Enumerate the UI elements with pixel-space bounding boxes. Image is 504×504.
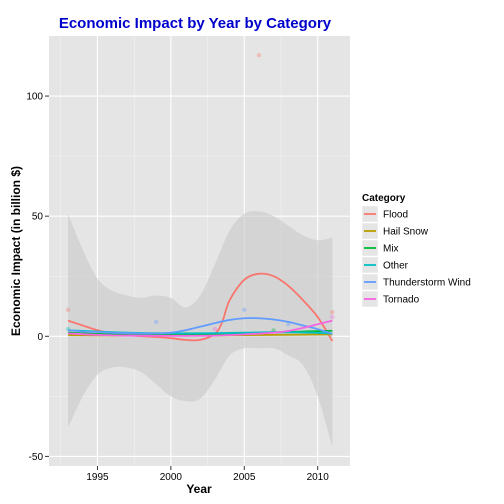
data-point bbox=[242, 307, 247, 313]
legend-title: Category bbox=[362, 193, 406, 204]
series-lines bbox=[67, 272, 334, 342]
legend-item-label: Flood bbox=[383, 210, 408, 221]
x-tick-label: 2005 bbox=[233, 472, 256, 483]
legend-item-label: Hail Snow bbox=[383, 227, 429, 238]
y-axis-title: Economic Impact (in billion $) bbox=[9, 166, 23, 336]
y-tick-label: 100 bbox=[26, 92, 43, 103]
x-axis-title: Year bbox=[186, 482, 212, 496]
x-tick-label: 1995 bbox=[86, 472, 109, 483]
data-point bbox=[330, 314, 335, 320]
data-point bbox=[212, 326, 218, 332]
data-point bbox=[153, 319, 159, 325]
y-tick-label: 50 bbox=[32, 212, 44, 223]
data-point bbox=[65, 307, 71, 313]
legend-item-label: Other bbox=[383, 261, 409, 272]
data-point bbox=[256, 53, 262, 58]
data-point bbox=[286, 322, 291, 327]
legend: Category Flood Hail Snow Mix Other Thunderst… bbox=[361, 193, 471, 308]
x-tick-label: 2000 bbox=[160, 472, 183, 483]
data-point bbox=[330, 310, 335, 315]
y-tick-label: -50 bbox=[29, 452, 44, 463]
x-tick-label: 2010 bbox=[307, 472, 330, 483]
series-line bbox=[68, 319, 333, 337]
series-line bbox=[68, 317, 333, 335]
legend-item-label: Tornado bbox=[383, 295, 420, 306]
confidence-band bbox=[68, 211, 333, 447]
y-tick-label: 0 bbox=[37, 332, 43, 343]
legend-item-label: Thunderstorm Wind bbox=[383, 278, 471, 289]
axes: 1995 2000 2005 2010 -50 0 50 100 bbox=[26, 92, 329, 483]
legend-item-label: Mix bbox=[383, 244, 399, 255]
chart-title: Economic Impact by Year by Category bbox=[59, 15, 332, 32]
